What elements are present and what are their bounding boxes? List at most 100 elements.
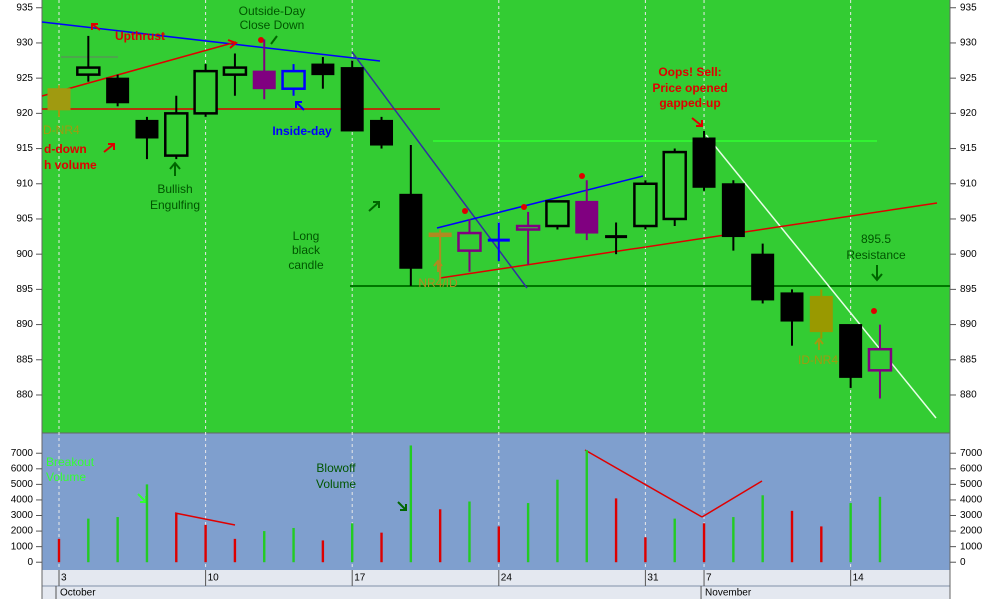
annotation: 895.5 — [861, 232, 891, 246]
annotation: Resistance — [846, 248, 906, 262]
y-tick-label: 900 — [16, 249, 33, 260]
candle-body — [252, 70, 276, 90]
annotation: candle — [288, 258, 324, 272]
arrow — [295, 101, 305, 111]
volume-bar — [673, 518, 676, 563]
annotation: Engulfing — [150, 198, 200, 212]
volume-bar — [233, 538, 237, 563]
arrow — [871, 265, 883, 282]
volume-bar — [761, 495, 764, 563]
volume-bar — [732, 517, 735, 563]
signal-dot — [258, 37, 264, 43]
x-tick-label: 24 — [501, 573, 513, 584]
volume-bar — [145, 484, 149, 563]
volume-bar — [820, 526, 823, 563]
y-tick-label: 915 — [960, 143, 977, 154]
arrow — [103, 143, 115, 153]
y-tick-label: 890 — [960, 319, 977, 330]
trend-line — [705, 134, 937, 419]
volume-bar — [878, 496, 882, 563]
volume-bar — [292, 527, 295, 563]
volume-bar — [497, 526, 500, 563]
y-tick-label: 900 — [960, 249, 977, 260]
volume-bar — [614, 498, 618, 563]
y-tick-label: 3000 — [960, 510, 983, 521]
volume-bar — [702, 523, 706, 563]
trend-line — [436, 175, 644, 229]
annotation: d-down — [44, 142, 87, 156]
annotation: Volume — [316, 477, 356, 491]
volume-bar — [849, 503, 852, 563]
y-tick-label: 1000 — [11, 541, 34, 552]
annotation: Inside-day — [272, 124, 332, 138]
y-tick-label: 920 — [16, 108, 33, 119]
y-tick-label: 935 — [960, 2, 977, 13]
candle-body — [164, 112, 189, 157]
y-tick-label: 6000 — [960, 463, 983, 474]
y-tick-label: 5000 — [960, 479, 983, 490]
y-tick-label: 7000 — [960, 448, 983, 459]
volume-bar — [438, 509, 442, 563]
y-tick-label: 910 — [960, 178, 977, 189]
candle-body — [662, 150, 687, 221]
annotation: Price opened — [652, 81, 727, 95]
candle-body — [193, 69, 218, 115]
volume-bar — [204, 524, 207, 563]
volume-bar — [468, 501, 471, 563]
volume-panel — [42, 433, 950, 570]
volume-bar — [116, 517, 119, 563]
y-tick-label: 925 — [16, 73, 33, 84]
arrow — [270, 35, 278, 45]
candle-body — [515, 224, 541, 231]
y-tick-label: 935 — [16, 2, 33, 13]
candle-body — [839, 324, 863, 378]
y-tick-label: 920 — [960, 108, 977, 119]
y-tick-label: 1000 — [960, 541, 983, 552]
y-tick-label: 930 — [960, 38, 977, 49]
y-tick-label: 910 — [16, 178, 33, 189]
y-tick-label: 885 — [16, 354, 33, 365]
annotation: Bullish — [157, 182, 192, 196]
candle-body — [545, 200, 570, 228]
volume-bar — [409, 445, 413, 563]
candle-body — [340, 67, 364, 132]
arrow — [397, 501, 407, 511]
volume-bar — [585, 450, 588, 563]
volume-bar — [380, 532, 383, 563]
date-axis — [42, 570, 950, 599]
candle-body — [692, 137, 716, 188]
annotation: h volume — [44, 158, 97, 172]
annotation: Upthrust — [115, 29, 165, 43]
y-tick-label: 0 — [960, 557, 966, 568]
annotation: Breakout — [46, 455, 95, 469]
month-label: October — [60, 588, 96, 599]
y-tick-label: 905 — [960, 214, 977, 225]
y-tick-label: 880 — [960, 390, 977, 401]
annotation: Blowoff — [316, 461, 356, 475]
candle-body — [867, 347, 893, 372]
annotation: black — [292, 243, 321, 257]
annotation: Outside-Day — [239, 4, 306, 18]
candle-body — [457, 231, 482, 252]
trend-line — [174, 512, 236, 526]
arrow — [368, 201, 380, 212]
candle-body — [721, 183, 745, 238]
y-tick-label: 930 — [16, 38, 33, 49]
volume-bar — [175, 513, 178, 563]
candle-body — [575, 200, 599, 234]
price-panel — [42, 0, 950, 433]
annotation: Oops! Sell: — [658, 65, 721, 79]
y-tick-label: 4000 — [11, 495, 34, 506]
candle-body — [780, 292, 804, 322]
annotation: ID-NR4 — [798, 353, 838, 367]
volume-bar — [57, 538, 61, 563]
candle-body — [751, 253, 775, 301]
candle-body — [47, 88, 71, 111]
arrow — [691, 117, 703, 127]
x-tick-label: 3 — [61, 573, 67, 584]
candle-body — [633, 182, 658, 228]
signal-dot — [579, 173, 585, 179]
arrow — [169, 161, 181, 176]
